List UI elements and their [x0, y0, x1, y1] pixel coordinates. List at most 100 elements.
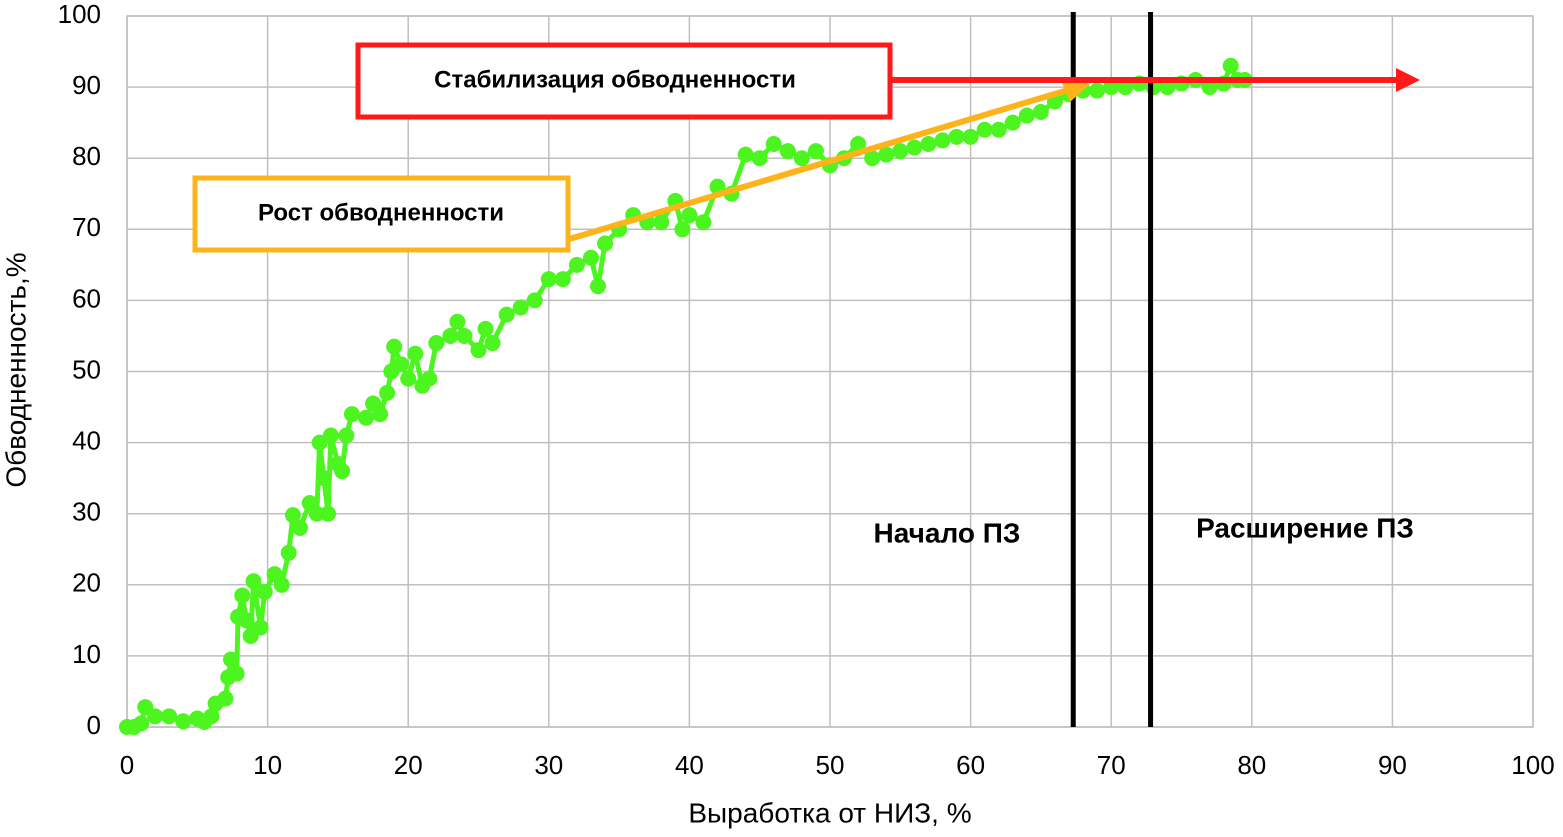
data-point: [695, 214, 712, 231]
data-point: [280, 544, 297, 561]
y-tick-label: 0: [87, 710, 101, 740]
data-point: [428, 335, 445, 352]
data-line: [127, 63, 1245, 730]
y-axis-label: Обводненность,%: [0, 252, 31, 487]
data-point: [442, 327, 459, 344]
data-point: [238, 612, 255, 629]
annotation-box: [192, 175, 571, 253]
data-point: [379, 384, 396, 401]
y-tick-label: 70: [72, 212, 101, 242]
data-point: [421, 370, 438, 387]
data-point: [807, 143, 824, 160]
data-point: [653, 214, 670, 231]
data-point: [338, 427, 355, 444]
y-tick-label: 80: [72, 141, 101, 171]
data-point: [920, 135, 937, 152]
data-point: [217, 690, 234, 707]
data-point: [793, 150, 810, 167]
y-tick-label: 60: [72, 283, 101, 313]
data-point: [234, 587, 251, 604]
data-point: [554, 271, 571, 288]
data-point: [273, 576, 290, 593]
data-point: [256, 583, 273, 600]
data-point: [934, 132, 951, 149]
x-tick-label: 10: [253, 750, 282, 780]
data-point: [892, 143, 909, 160]
marker-label: Начало ПЗ: [874, 517, 1021, 548]
data-point: [1103, 79, 1120, 96]
x-tick-label: 60: [956, 750, 985, 780]
x-tick-label: 90: [1378, 750, 1407, 780]
x-axis-label: Выработка от НИЗ, %: [688, 797, 971, 828]
data-point: [203, 708, 220, 725]
x-tick-label: 70: [1097, 750, 1126, 780]
data-point: [322, 427, 339, 444]
data-point: [906, 139, 923, 156]
data-point: [1222, 57, 1239, 74]
y-tick-label: 30: [72, 497, 101, 527]
data-point: [245, 573, 262, 590]
annotation-text: Стабилизация обводненности: [434, 66, 796, 93]
arrow-head: [1060, 78, 1090, 102]
data-point: [1159, 79, 1176, 96]
x-tick-label: 30: [534, 750, 563, 780]
data-point: [948, 128, 965, 145]
x-tick-label: 50: [816, 750, 845, 780]
x-tick-label: 0: [120, 750, 134, 780]
y-tick-label: 20: [72, 568, 101, 598]
y-tick-label: 50: [72, 354, 101, 384]
y-tick-label: 10: [72, 639, 101, 669]
data-point: [850, 135, 867, 152]
data-point: [1018, 107, 1035, 124]
x-tick-label: 20: [394, 750, 423, 780]
x-tick-label: 80: [1237, 750, 1266, 780]
data-point: [990, 121, 1007, 138]
data-point: [372, 406, 389, 423]
data-point: [393, 356, 410, 373]
data-point: [1089, 82, 1106, 99]
data-point: [779, 143, 796, 160]
data-point: [526, 292, 543, 309]
data-point: [1117, 79, 1134, 96]
arrow-head: [1396, 68, 1420, 92]
data-point: [597, 235, 614, 252]
data-point: [161, 708, 178, 725]
annotation-box: [355, 42, 893, 120]
data-point: [147, 708, 164, 725]
data-point: [228, 665, 245, 682]
data-point: [223, 651, 240, 668]
data-point: [864, 150, 881, 167]
data-point: [477, 320, 494, 337]
x-tick-label: 40: [675, 750, 704, 780]
x-tick-label: 100: [1511, 750, 1554, 780]
data-point: [484, 335, 501, 352]
data-point: [962, 128, 979, 145]
arrow-shaft: [565, 87, 1069, 243]
data-point: [878, 146, 895, 163]
data-point: [386, 338, 403, 355]
data-point: [133, 715, 150, 732]
data-point: [540, 271, 557, 288]
data-point: [737, 146, 754, 163]
data-point: [358, 409, 375, 426]
data-point: [582, 249, 599, 266]
marker-label: Расширение ПЗ: [1196, 512, 1414, 543]
data-point: [252, 619, 269, 636]
y-tick-label: 40: [72, 425, 101, 455]
data-point: [1004, 114, 1021, 131]
data-point: [470, 342, 487, 359]
data-point: [765, 135, 782, 152]
data-point: [449, 313, 466, 330]
data-point: [334, 463, 351, 480]
data-point: [315, 470, 332, 487]
data-point: [568, 256, 585, 273]
data-point: [407, 345, 424, 362]
y-tick-label: 100: [58, 0, 101, 29]
data-point: [751, 150, 768, 167]
data-point: [284, 507, 301, 524]
data-point: [308, 505, 325, 522]
annotation-text: Рост обводненности: [258, 199, 504, 226]
data-point: [512, 299, 529, 316]
data-point: [1201, 79, 1218, 96]
